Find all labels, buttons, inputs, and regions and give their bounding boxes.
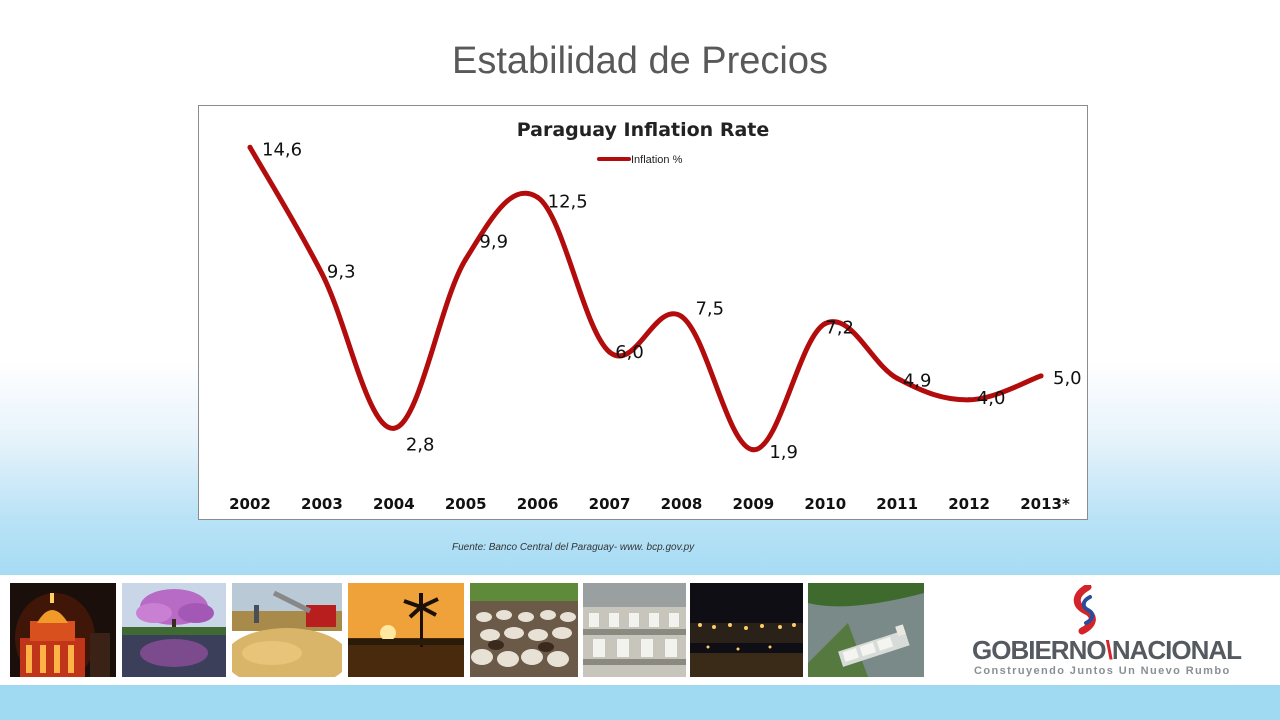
data-label-2004: 2,8 — [406, 434, 435, 455]
data-label-2010: 7,2 — [825, 318, 854, 339]
gobierno-nacional-logo: GOBIERNO\NACIONAL Construyendo Juntos Un… — [960, 585, 1260, 677]
data-point-2008 — [678, 313, 684, 319]
data-point-2005 — [463, 256, 469, 262]
x-tick-2007: 2007 — [589, 495, 631, 513]
data-point-2002 — [247, 144, 253, 150]
x-tick-2013: 2013* — [1020, 495, 1070, 513]
x-tick-2008: 2008 — [661, 495, 703, 513]
x-tick-2006: 2006 — [517, 495, 559, 513]
x-tick-2004: 2004 — [373, 495, 415, 513]
data-label-2007: 6,0 — [615, 342, 644, 363]
legend-label: Inflation % — [631, 154, 683, 166]
river-barge-photo — [808, 583, 924, 677]
x-axis-ticks: 2002 2003 2004 2005 2006 2007 2008 2009 2010 2011… — [229, 495, 1070, 513]
photo-banner: GOBIERNO\NACIONAL Construyendo Juntos Un… — [0, 575, 1280, 685]
data-point-2012 — [966, 397, 972, 403]
slide-title: Estabilidad de Precios — [452, 40, 828, 82]
data-point-2013 — [1038, 373, 1044, 379]
data-label-2012: 4,0 — [977, 388, 1006, 409]
data-point-2003 — [319, 271, 325, 277]
x-tick-2011: 2011 — [876, 495, 918, 513]
palace-photo — [10, 583, 116, 677]
inflation-chart: Paraguay Inflation Rate Inflation % 14,6… — [229, 119, 1082, 513]
x-tick-2005: 2005 — [445, 495, 487, 513]
series-layer — [247, 144, 1044, 453]
data-label-2003: 9,3 — [327, 262, 356, 283]
logo-tagline: Construyendo Juntos Un Nuevo Rumbo — [974, 665, 1231, 677]
data-label-2009: 1,9 — [769, 442, 798, 463]
x-tick-2003: 2003 — [301, 495, 343, 513]
data-point-2004 — [391, 425, 397, 431]
night-port-photo — [690, 583, 803, 677]
cattle-herd-photo — [470, 583, 578, 677]
logo-wordmark: GOBIERNO\NACIONAL — [972, 635, 1242, 665]
data-label-2011: 4,9 — [903, 370, 932, 391]
data-point-2009 — [750, 447, 756, 453]
data-label-layer: 14,6 9,3 2,8 9,9 12,5 6,0 7,5 1,9 7,2 4,9 4,0 5,0 — [262, 139, 1082, 462]
lapacho-tree-photo — [122, 583, 226, 677]
source-note: Fuente: Banco Central del Paraguay- www.… — [452, 542, 695, 553]
data-label-2002: 14,6 — [262, 139, 302, 160]
data-point-2010 — [822, 321, 828, 327]
data-label-2008: 7,5 — [695, 298, 724, 319]
x-tick-2010: 2010 — [804, 495, 846, 513]
bottom-strip — [0, 685, 1280, 720]
palm-sunset-photo — [348, 583, 464, 677]
x-tick-2012: 2012 — [948, 495, 990, 513]
logo-name-part2: NACIONAL — [1111, 635, 1242, 665]
data-label-2006: 12,5 — [548, 191, 588, 212]
data-label-2005: 9,9 — [479, 231, 508, 252]
logo-name-part1: GOBIERNO — [972, 635, 1107, 665]
x-tick-2002: 2002 — [229, 495, 271, 513]
soybean-harvest-photo — [232, 583, 342, 677]
chart-title: Paraguay Inflation Rate — [517, 119, 770, 141]
data-point-2006 — [535, 194, 541, 200]
data-point-2011 — [894, 375, 900, 381]
logo-emblem-icon — [1073, 585, 1096, 635]
x-tick-2009: 2009 — [732, 495, 774, 513]
chart-frame: Paraguay Inflation Rate Inflation % 14,6… — [198, 105, 1088, 520]
inflation-series-line — [247, 144, 1044, 453]
data-label-2013: 5,0 — [1053, 368, 1082, 389]
data-point-2007 — [607, 349, 613, 355]
factory-workers-photo — [583, 583, 686, 677]
